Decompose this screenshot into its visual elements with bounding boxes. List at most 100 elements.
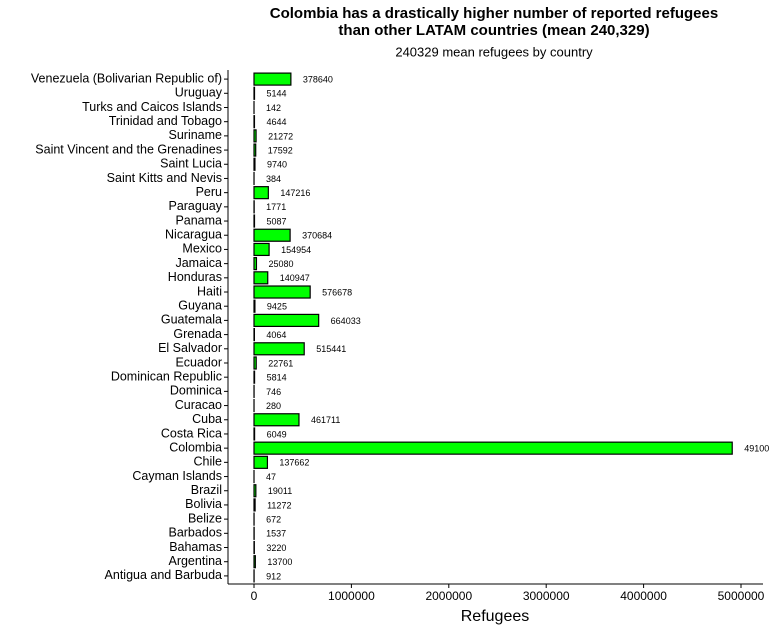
- value-label: 664033: [331, 316, 361, 326]
- y-tick-label: El Salvador: [158, 341, 222, 355]
- value-label: 154954: [281, 245, 311, 255]
- bar: [253, 413, 300, 427]
- y-tick-label: Saint Kitts and Nevis: [107, 171, 222, 185]
- y-tick-label: Bolivia: [185, 497, 222, 511]
- y-tick-label: Peru: [196, 185, 222, 199]
- x-tick-label: 0: [251, 589, 258, 603]
- value-label: 17592: [268, 145, 293, 155]
- y-tick-label: Cayman Islands: [132, 469, 222, 483]
- y-tick-label: Bahamas: [169, 540, 222, 554]
- y-tick-label: Venezuela (Bolivarian Republic of): [31, 71, 222, 85]
- y-tick-label: Antigua and Barbuda: [105, 568, 223, 582]
- value-label: 5144: [267, 89, 287, 99]
- y-tick-label: Grenada: [173, 327, 222, 341]
- value-label: 576678: [322, 287, 352, 297]
- value-label: 746: [266, 387, 281, 397]
- bar: [253, 427, 256, 441]
- chart-subtitle: 240329 mean refugees by country: [395, 44, 593, 59]
- bar: [253, 342, 305, 356]
- value-label: 137662: [279, 458, 309, 468]
- y-tick-label: Ecuador: [175, 355, 222, 369]
- bar: [253, 129, 257, 143]
- x-tick-label: 4000000: [620, 589, 667, 603]
- bar: [253, 484, 257, 498]
- y-tick-label: Paraguay: [168, 199, 222, 213]
- y-tick-label: Haiti: [197, 284, 222, 298]
- y-tick-label: Saint Lucia: [160, 157, 222, 171]
- value-label: 19011: [268, 486, 292, 496]
- bar: [253, 313, 320, 328]
- value-label: 280: [266, 401, 281, 411]
- value-label: 5087: [267, 216, 287, 226]
- x-axis-label: Refugees: [461, 608, 530, 625]
- y-tick-label: Guyana: [178, 299, 222, 313]
- value-label: 22761: [268, 358, 293, 368]
- value-label: 4644: [266, 117, 286, 127]
- y-tick-label: Panama: [175, 213, 222, 227]
- value-label: 5814: [267, 373, 287, 383]
- y-tick-label: Trinidad and Tobago: [109, 114, 222, 128]
- y-tick-label: Argentina: [168, 554, 222, 568]
- value-label: 4064: [266, 330, 286, 340]
- bar: [253, 498, 256, 512]
- y-tick-label: Brazil: [191, 483, 222, 497]
- bar: [253, 455, 269, 469]
- bar: [253, 257, 258, 271]
- bar: [253, 441, 733, 455]
- y-tick-label: Chile: [194, 455, 223, 469]
- y-tick-label: Guatemala: [161, 313, 222, 327]
- value-label: 11272: [267, 500, 291, 510]
- bar: [253, 356, 257, 370]
- value-label: 140947: [280, 273, 310, 283]
- y-tick-label: Uruguay: [175, 86, 223, 100]
- y-tick-label: Colombia: [169, 440, 222, 454]
- value-label: 912: [266, 571, 281, 581]
- bar: [253, 186, 269, 200]
- value-label: 21272: [268, 131, 293, 141]
- value-label: 9740: [267, 160, 287, 170]
- value-label: 142: [266, 103, 281, 113]
- chart-title: Colombia has a drastically higher number…: [270, 5, 718, 22]
- y-tick-label: Costa Rica: [161, 426, 222, 440]
- value-label: 9425: [267, 302, 287, 312]
- bar: [253, 86, 256, 100]
- bar: [253, 72, 292, 86]
- y-tick-label: Curacao: [175, 398, 222, 412]
- y-tick-label: Dominican Republic: [111, 369, 222, 383]
- y-tick-label: Suriname: [169, 128, 223, 142]
- bar: [253, 285, 311, 299]
- bar: [253, 370, 256, 384]
- value-label: 3220: [266, 543, 286, 553]
- value-label: 515441: [316, 344, 346, 354]
- value-label: 384: [266, 174, 281, 184]
- value-label: 672: [266, 515, 281, 525]
- bar: [253, 157, 256, 171]
- bar: [253, 271, 269, 285]
- value-label: 461711: [311, 415, 340, 425]
- bar: [253, 228, 291, 242]
- value-label: 147216: [280, 188, 310, 198]
- value-label: 6049: [267, 429, 287, 439]
- y-tick-label: Nicaragua: [165, 228, 222, 242]
- x-tick-label: 1000000: [328, 589, 375, 603]
- value-label: 47: [266, 472, 276, 482]
- y-tick-label: Saint Vincent and the Grenadines: [35, 142, 222, 156]
- y-tick-label: Belize: [188, 511, 222, 525]
- value-label: 4910000: [744, 444, 769, 454]
- y-tick-label: Barbados: [168, 526, 222, 540]
- x-tick-label: 2000000: [425, 589, 472, 603]
- bar: [253, 299, 256, 313]
- y-tick-label: Honduras: [168, 270, 222, 284]
- value-label: 25080: [268, 259, 293, 269]
- x-tick-label: 5000000: [718, 589, 765, 603]
- y-tick-label: Turks and Caicos Islands: [82, 100, 222, 114]
- value-label: 1537: [266, 529, 286, 539]
- y-tick-label: Cuba: [192, 412, 222, 426]
- bar: [253, 242, 270, 257]
- bar: [253, 555, 256, 569]
- chart-title: than other LATAM countries (mean 240,329…: [338, 22, 649, 39]
- y-tick-label: Mexico: [182, 242, 222, 256]
- value-label: 370684: [302, 231, 332, 241]
